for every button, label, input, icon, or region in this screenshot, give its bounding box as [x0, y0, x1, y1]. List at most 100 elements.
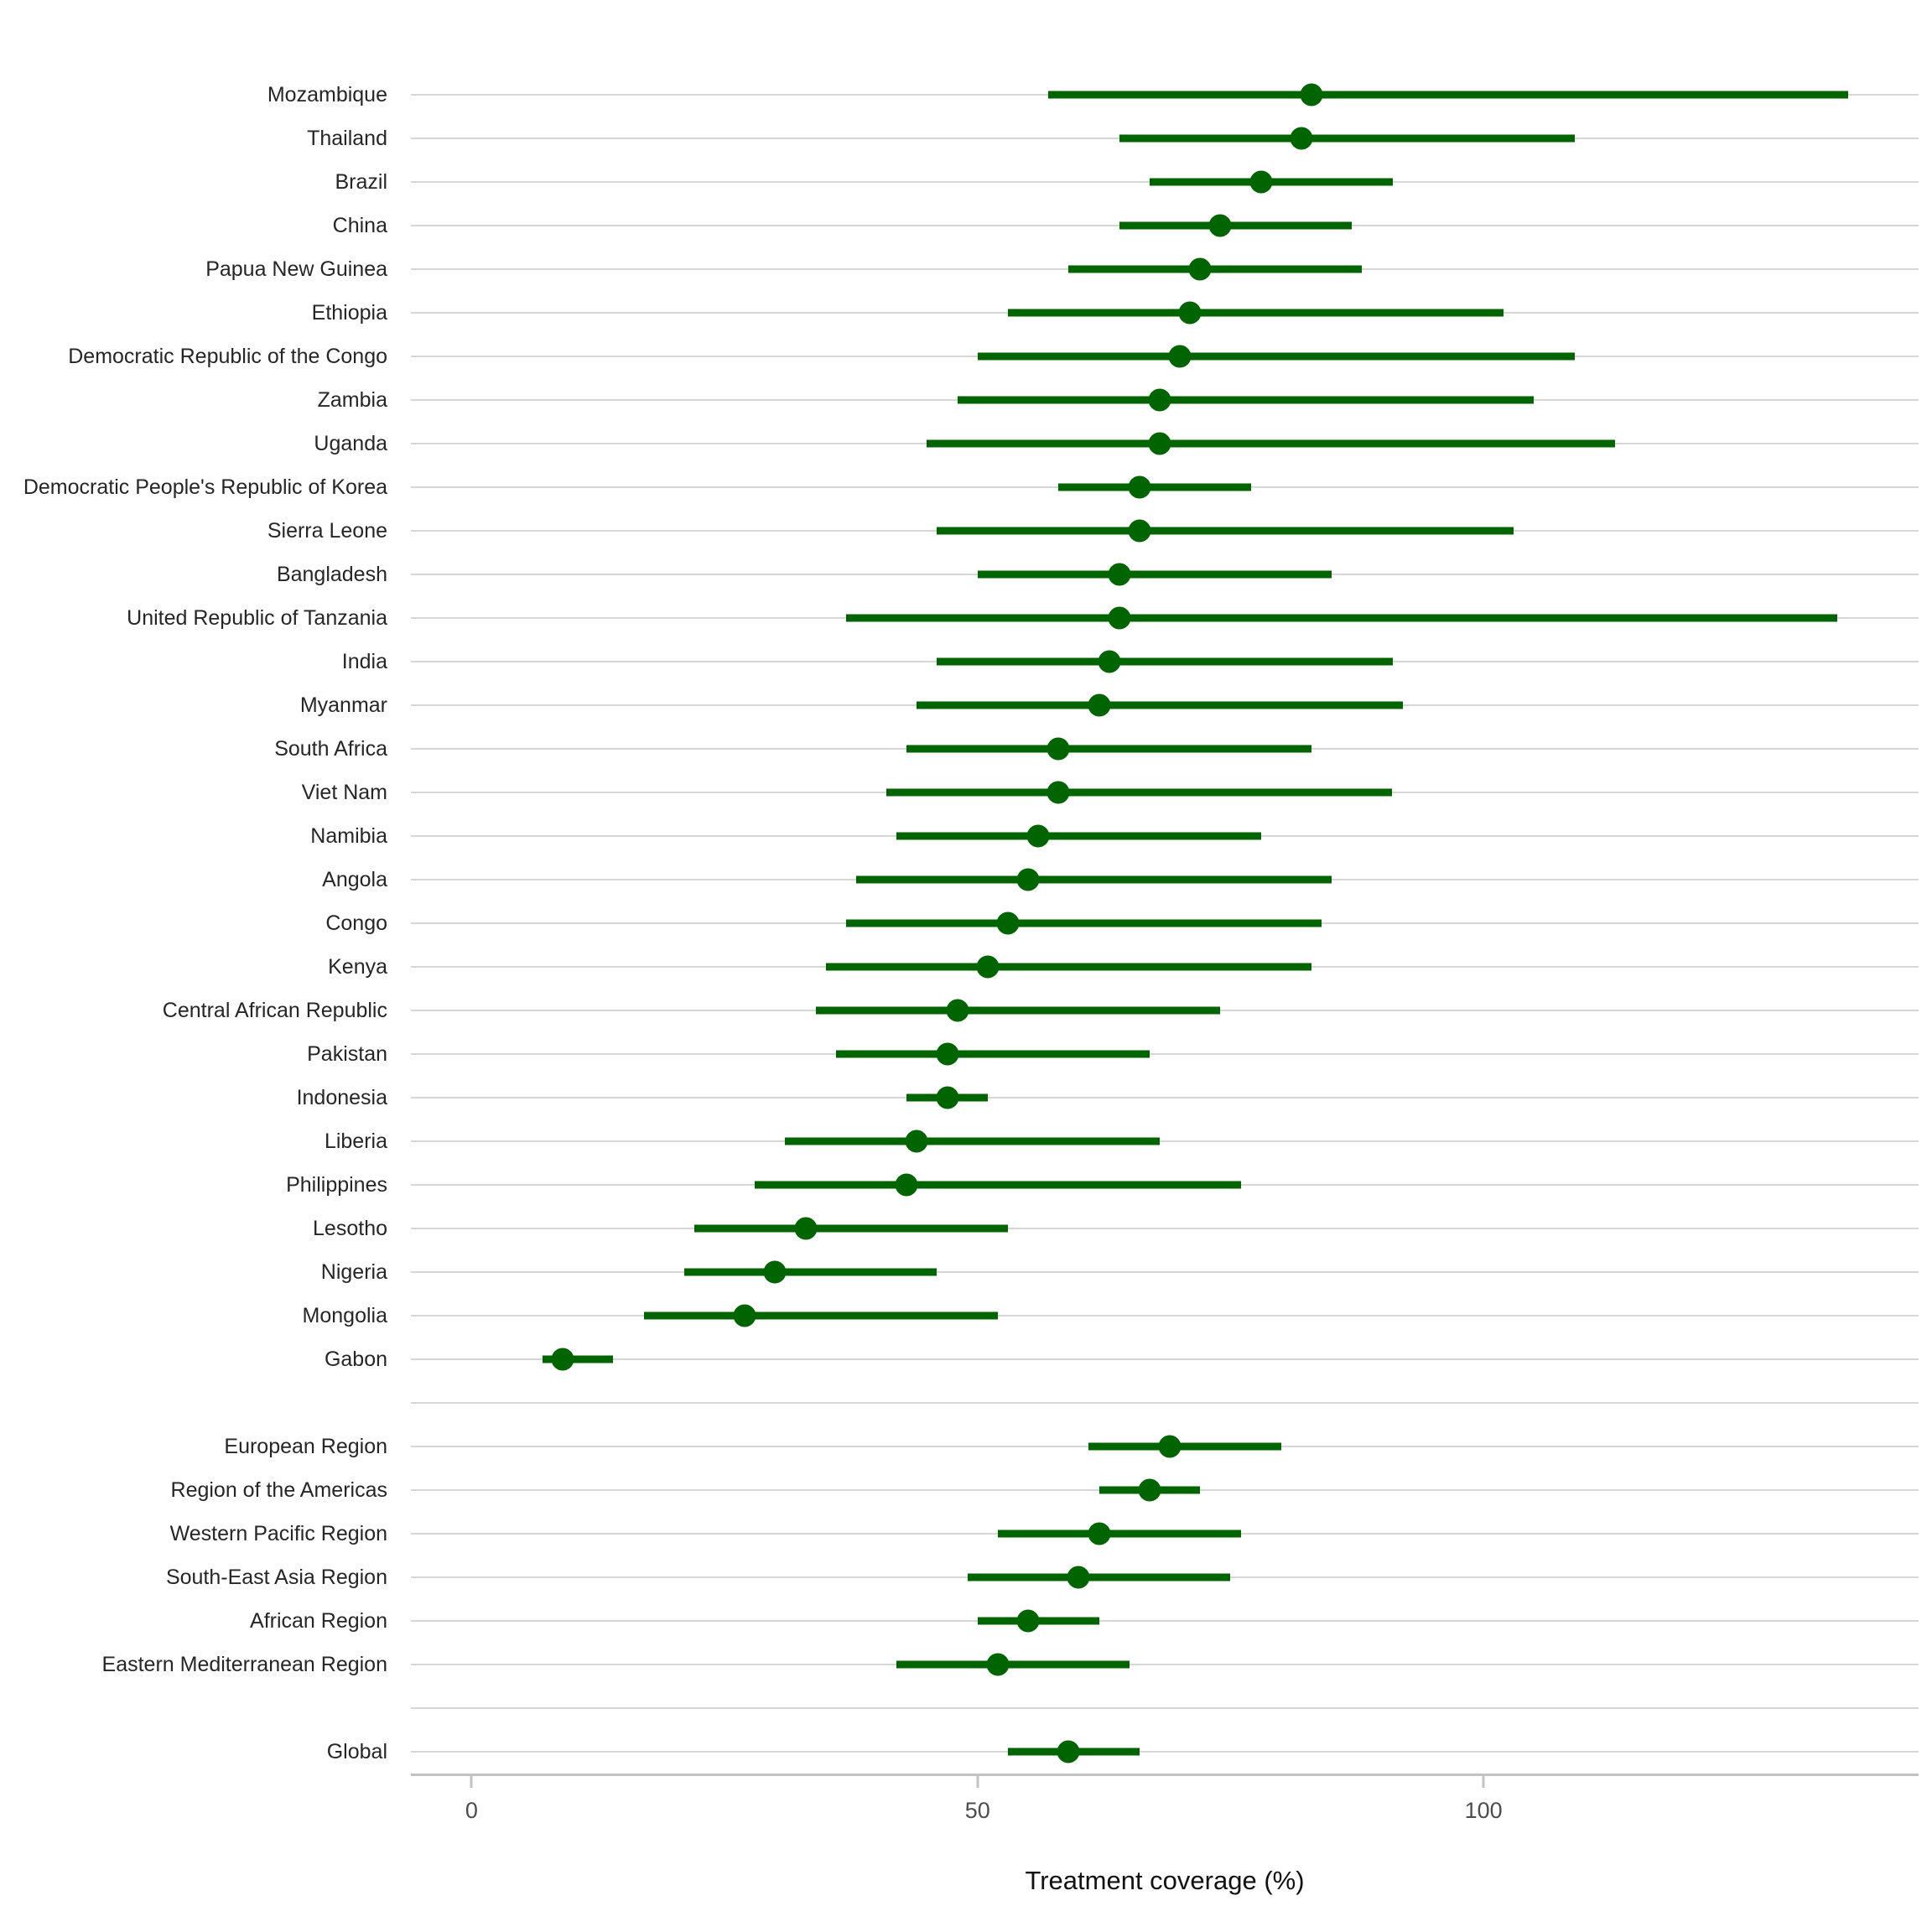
row-plot-area — [411, 1425, 1919, 1468]
point-estimate-dot — [551, 1348, 574, 1371]
row-label: Liberia — [324, 1130, 387, 1153]
chart-row: European Region — [0, 1425, 1932, 1468]
point-estimate-dot — [905, 1130, 928, 1153]
chart-row: Pakistan — [0, 1032, 1932, 1076]
row-label: European Region — [224, 1435, 387, 1458]
row-label: Philippines — [286, 1173, 387, 1197]
point-estimate-dot — [1188, 257, 1212, 281]
row-label: Central African Republic — [162, 999, 387, 1022]
point-estimate-dot — [1168, 345, 1192, 368]
point-estimate-dot — [1057, 1740, 1080, 1763]
confidence-interval-line — [1088, 1442, 1281, 1451]
chart-row: China — [0, 204, 1932, 247]
row-plot-area — [411, 1119, 1919, 1163]
row-plot-area — [411, 465, 1919, 509]
chart-rows: Mozambique Thailand Brazil China Papua New G… — [0, 73, 1932, 1774]
point-estimate-dot — [794, 1217, 818, 1240]
confidence-interval-line — [937, 657, 1393, 666]
point-estimate-dot — [1026, 824, 1050, 848]
point-estimate-dot — [1148, 432, 1171, 455]
spacer-row — [0, 1381, 1932, 1425]
row-label: Region of the Americas — [170, 1478, 387, 1502]
gridline — [411, 1140, 1919, 1142]
row-plot-area — [411, 814, 1919, 858]
row-label: Brazil — [335, 170, 387, 194]
row-plot-area — [411, 160, 1919, 204]
point-estimate-dot — [1249, 170, 1273, 194]
point-estimate-dot — [1108, 563, 1131, 586]
chart-row: Global — [0, 1730, 1932, 1774]
x-tick — [470, 1776, 473, 1788]
point-estimate-dot — [936, 1042, 959, 1066]
chart-row: Sierra Leone — [0, 509, 1932, 553]
chart-row: Liberia — [0, 1119, 1932, 1163]
row-label: South-East Asia Region — [165, 1566, 387, 1589]
point-estimate-dot — [986, 1653, 1010, 1676]
confidence-interval-line — [1007, 309, 1504, 317]
point-estimate-dot — [976, 955, 1000, 979]
chart-row: Region of the Americas — [0, 1468, 1932, 1512]
chart-row: Papua New Guinea — [0, 247, 1932, 291]
row-label: Lesotho — [313, 1217, 387, 1240]
row-plot-area — [411, 1599, 1919, 1643]
row-label: Gabon — [324, 1348, 387, 1371]
row-plot-area — [411, 901, 1919, 945]
row-plot-area — [411, 422, 1919, 465]
x-tick-label: 50 — [964, 1798, 990, 1823]
row-plot-area — [411, 1512, 1919, 1555]
gridline — [411, 1620, 1919, 1622]
row-plot-area — [411, 858, 1919, 901]
chart-row: India — [0, 640, 1932, 683]
point-estimate-dot — [1046, 781, 1070, 804]
confidence-interval-line — [977, 570, 1332, 579]
chart-row: Namibia — [0, 814, 1932, 858]
row-label: Democratic Republic of the Congo — [68, 345, 387, 368]
row-label: Global — [326, 1740, 387, 1763]
confidence-interval-line — [937, 527, 1514, 535]
chart-row: Central African Republic — [0, 989, 1932, 1032]
row-plot-area — [411, 1686, 1919, 1730]
gridline — [411, 1707, 1919, 1709]
chart-row: Eastern Mediterranean Region — [0, 1643, 1932, 1686]
row-label: United Republic of Tanzania — [127, 606, 387, 630]
confidence-interval-line — [643, 1311, 998, 1320]
row-label: India — [341, 650, 387, 673]
confidence-interval-line — [785, 1137, 1160, 1145]
point-estimate-dot — [1098, 650, 1121, 673]
row-label: Angola — [322, 868, 387, 891]
row-plot-area — [411, 204, 1919, 247]
chart-row: Kenya — [0, 945, 1932, 989]
confidence-interval-line — [1048, 91, 1848, 99]
row-plot-area — [411, 945, 1919, 989]
point-estimate-dot — [1178, 301, 1202, 325]
row-label: Zambia — [317, 388, 387, 412]
gridline — [411, 1358, 1919, 1360]
gridline — [411, 1271, 1919, 1273]
confidence-interval-line — [755, 1181, 1241, 1189]
row-plot-area — [411, 247, 1919, 291]
confidence-interval-line — [815, 1006, 1221, 1015]
row-plot-area — [411, 509, 1919, 553]
row-plot-area — [411, 335, 1919, 378]
row-label: Indonesia — [296, 1086, 387, 1109]
confidence-interval-line — [845, 614, 1838, 622]
row-plot-area — [411, 1643, 1919, 1686]
row-plot-area — [411, 117, 1919, 160]
confidence-interval-line — [906, 745, 1311, 753]
point-estimate-dot — [1108, 606, 1131, 630]
row-label: China — [332, 214, 387, 237]
row-label: Ethiopia — [311, 301, 387, 325]
point-estimate-dot — [1158, 1435, 1182, 1458]
row-plot-area — [411, 1163, 1919, 1207]
point-estimate-dot — [1300, 83, 1323, 106]
gridline — [411, 1053, 1919, 1055]
confidence-interval-line — [1119, 221, 1353, 230]
point-estimate-dot — [946, 999, 969, 1022]
point-estimate-dot — [1290, 127, 1313, 150]
row-plot-area — [411, 1076, 1919, 1119]
confidence-interval-line — [1058, 483, 1251, 491]
spacer-row — [0, 1686, 1932, 1730]
row-plot-area — [411, 989, 1919, 1032]
row-plot-area — [411, 1730, 1919, 1774]
x-axis: 0 50 100 — [411, 1774, 1919, 1823]
